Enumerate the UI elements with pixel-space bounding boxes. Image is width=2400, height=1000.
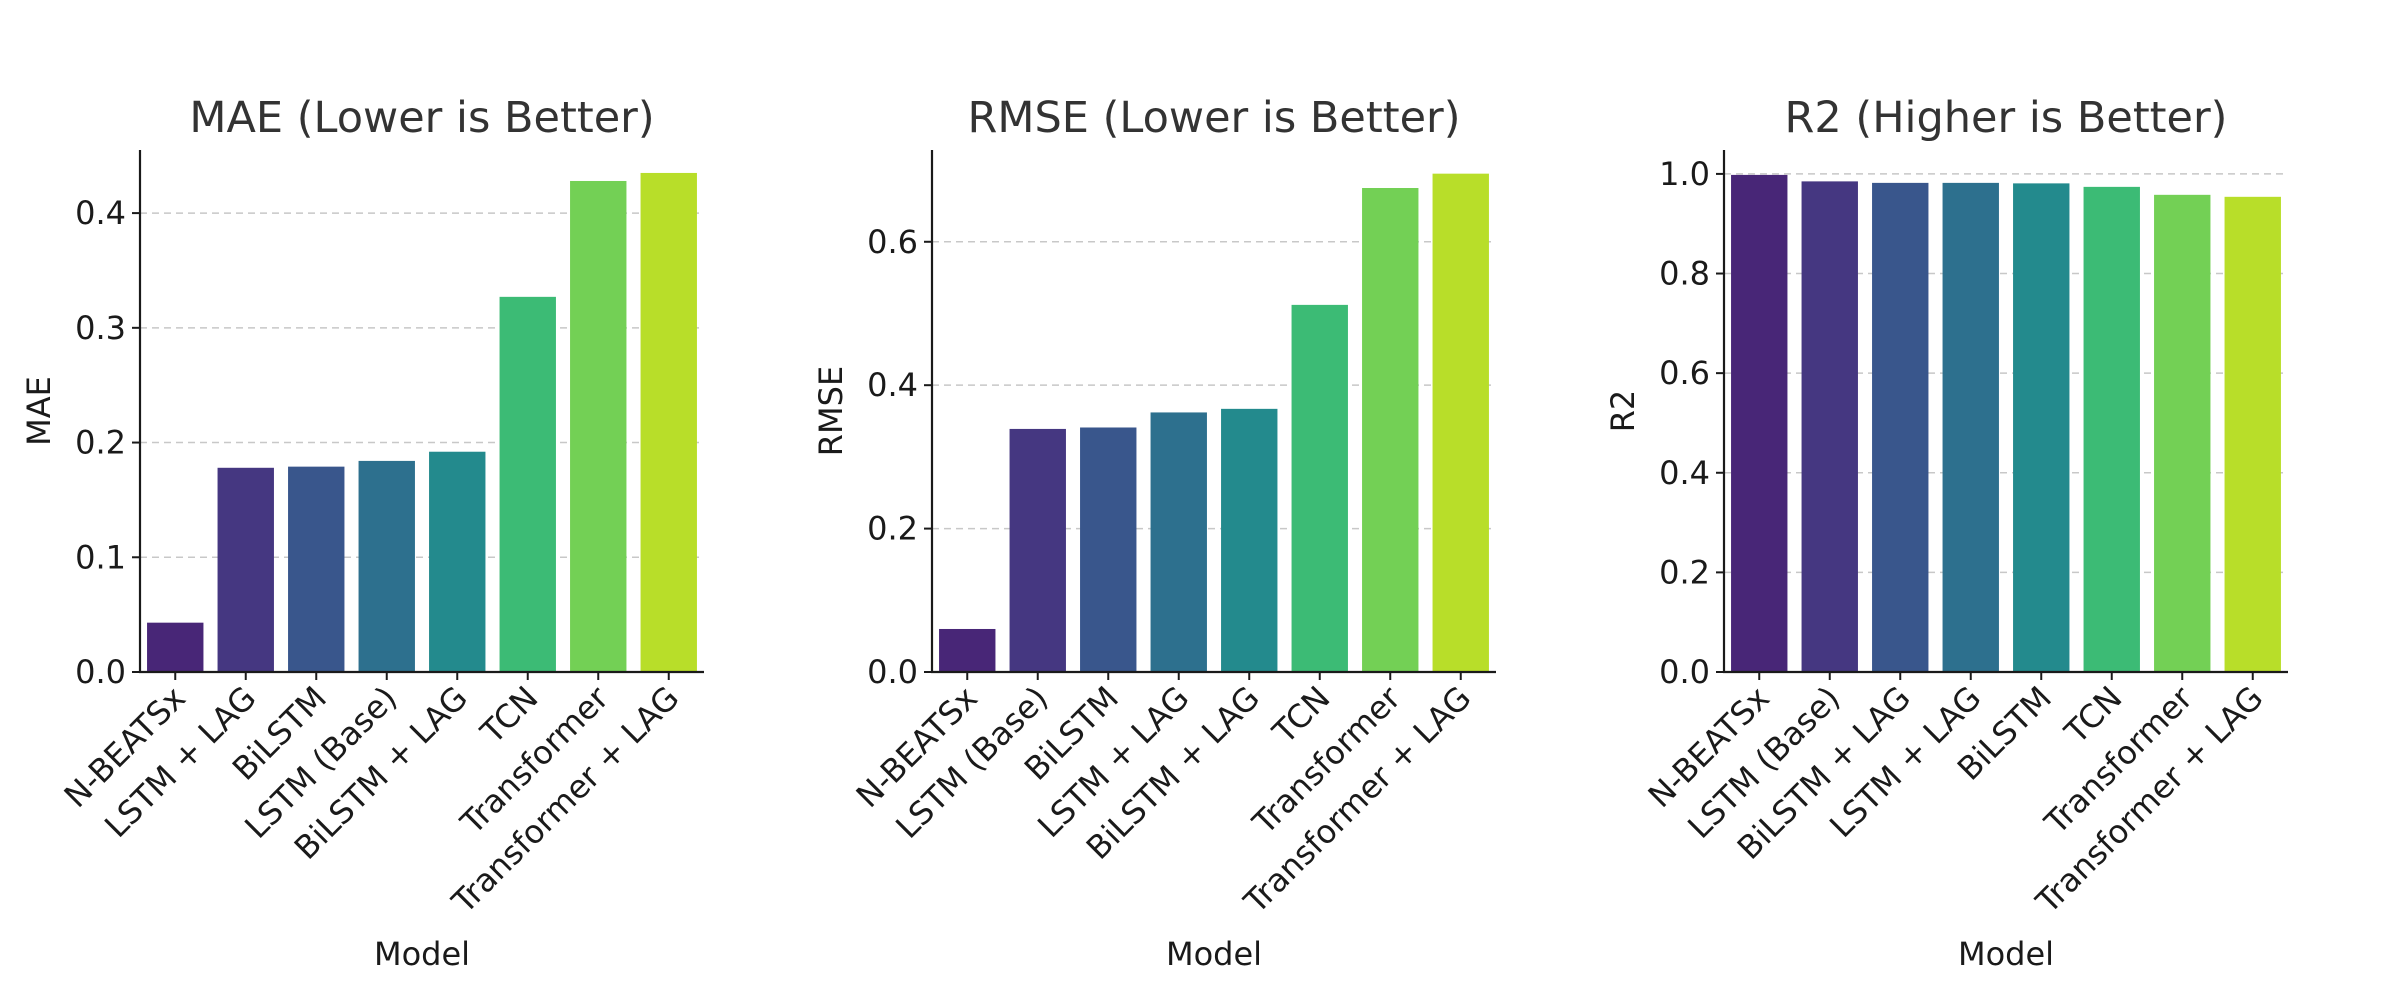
y-tick-label: 0.3 — [75, 309, 126, 347]
y-tick-label: 0.0 — [867, 653, 918, 691]
bar-bilstm-lag — [1221, 408, 1278, 672]
bar-lstm-base — [1009, 428, 1066, 672]
y-tick-label: 0.2 — [867, 510, 918, 548]
y-tick-label: 0.2 — [1659, 553, 1710, 591]
y-tick-label: 0.2 — [75, 424, 126, 462]
bar-bilstm-lag — [429, 451, 486, 672]
chart-title: MAE (Lower is Better) — [189, 93, 654, 143]
bar-transformer — [2154, 194, 2211, 672]
bar-bilstm — [288, 466, 345, 672]
bar-bilstm — [2013, 183, 2070, 672]
y-tick-label: 1.0 — [1659, 155, 1710, 193]
bar-lstm-lag — [217, 467, 274, 672]
y-tick-label: 0.4 — [75, 194, 126, 232]
bar-transformer-lag — [1432, 173, 1489, 672]
bar-transformer-lag — [2224, 196, 2281, 672]
bar-transformer-lag — [640, 172, 697, 672]
y-axis-label: RMSE — [812, 366, 850, 456]
bar-n-beatsx — [147, 622, 204, 672]
chart-panel-3: R2 (Higher is Better)0.00.20.40.60.81.0N… — [1604, 93, 2288, 973]
bar-bilstm-lag — [1872, 182, 1929, 673]
bar-n-beatsx — [1731, 174, 1788, 672]
y-tick-label: 0.4 — [1659, 454, 1710, 492]
x-axis-label: Model — [1958, 935, 2054, 973]
y-tick-label: 0.4 — [867, 366, 918, 404]
bar-lstm-base — [358, 460, 415, 672]
bar-n-beatsx — [939, 628, 996, 672]
chart-title: RMSE (Lower is Better) — [968, 93, 1461, 143]
y-axis-label: MAE — [20, 376, 58, 446]
y-axis-label: R2 — [1604, 390, 1642, 433]
bar-lstm-lag — [1942, 182, 1999, 673]
x-axis-label: Model — [1166, 935, 1262, 973]
y-tick-label: 0.1 — [75, 538, 126, 576]
chart-title: R2 (Higher is Better) — [1785, 93, 2228, 143]
y-tick-label: 0.0 — [1659, 653, 1710, 691]
y-tick-label: 0.6 — [1659, 354, 1710, 392]
chart-panel-2: RMSE (Lower is Better)0.00.20.40.6N-BEAT… — [812, 93, 1496, 973]
bar-bilstm — [1080, 427, 1137, 672]
chart-panel-1: MAE (Lower is Better)0.00.10.20.30.4N-BE… — [20, 93, 704, 973]
bar-tcn — [1291, 304, 1348, 672]
x-axis-label: Model — [374, 935, 470, 973]
bar-transformer — [570, 180, 627, 672]
bar-lstm-lag — [1150, 412, 1207, 672]
y-tick-label: 0.8 — [1659, 255, 1710, 293]
y-tick-label: 0.6 — [867, 223, 918, 261]
bar-transformer — [1362, 188, 1419, 672]
y-tick-label: 0.0 — [75, 653, 126, 691]
bar-lstm-base — [1801, 181, 1858, 673]
bar-tcn — [2083, 186, 2140, 673]
bar-tcn — [499, 296, 556, 672]
